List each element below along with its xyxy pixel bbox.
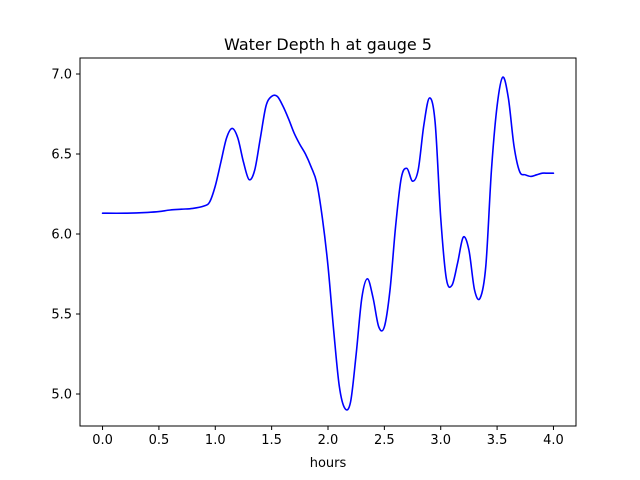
x-tick-label: 2.0 [318,433,339,448]
y-tick-label: 5.5 [51,308,72,323]
y-tick-label: 6.0 [51,228,72,243]
x-tick-label: 3.0 [430,433,451,448]
x-tick-label: 1.5 [261,433,282,448]
y-tick-label: 7.0 [51,68,72,83]
plot-area: 0.0 0.5 1.0 1.5 2.0 2.5 3.0 3.5 4.0 5.0 5.5 6.0 6.5 7… [51,57,577,448]
x-tick-label: 0.0 [92,433,113,448]
y-tick-label: 5.0 [51,388,72,403]
x-axis-label: hours [310,456,347,471]
series-line [101,76,555,411]
x-tick-label: 4.0 [543,433,564,448]
x-tick-label: 0.5 [149,433,170,448]
chart-title: Water Depth h at gauge 5 [224,35,432,54]
axes-frame [79,57,577,427]
x-tick-label: 3.5 [487,433,508,448]
y-tick-label: 6.5 [51,148,72,163]
x-tick-label: 1.0 [205,433,226,448]
x-tick-label: 2.5 [374,433,395,448]
